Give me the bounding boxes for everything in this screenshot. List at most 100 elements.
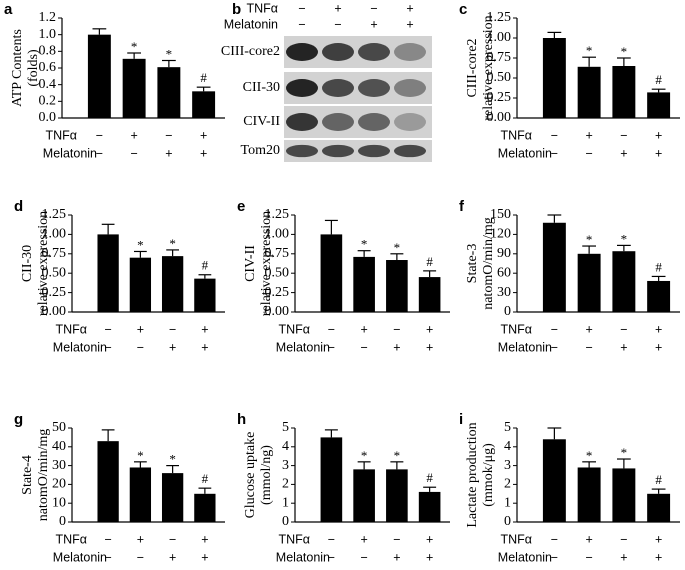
condition-mark: − bbox=[328, 550, 335, 564]
panel-label: h bbox=[237, 411, 246, 428]
bar bbox=[353, 256, 375, 312]
blot-band bbox=[286, 144, 318, 158]
bar bbox=[194, 493, 216, 522]
condition-name: Melatonin bbox=[498, 550, 552, 564]
panel-label: f bbox=[459, 198, 465, 215]
condition-mark: + bbox=[655, 532, 662, 546]
condition-mark: + bbox=[201, 340, 208, 354]
condition-mark: + bbox=[655, 340, 662, 354]
y-tick-label: 0.25 bbox=[487, 90, 512, 105]
y-tick-label: 1.00 bbox=[42, 227, 67, 242]
condition-mark: − bbox=[104, 532, 111, 546]
condition-name: Melatonin bbox=[498, 146, 552, 160]
y-tick-label: 0.2 bbox=[39, 94, 57, 109]
condition-mark: − bbox=[551, 340, 558, 354]
condition-mark: − bbox=[370, 1, 377, 15]
condition-mark: − bbox=[585, 550, 592, 564]
condition-name: TNFα bbox=[500, 128, 532, 142]
bar bbox=[97, 441, 119, 522]
condition-mark: + bbox=[620, 550, 627, 564]
significance-label: * bbox=[621, 231, 628, 246]
condition-mark: − bbox=[393, 322, 400, 336]
y-tick-label: 90 bbox=[497, 246, 511, 261]
panel-label: d bbox=[14, 198, 23, 215]
blot-band bbox=[358, 79, 390, 97]
condition-name: TNFα bbox=[278, 322, 310, 336]
significance-label: # bbox=[655, 259, 662, 274]
y-tick-label: 0.00 bbox=[487, 110, 512, 125]
y-axis-label: relative expression bbox=[259, 211, 274, 316]
y-tick-label: 0 bbox=[282, 514, 289, 529]
bar bbox=[353, 469, 375, 522]
condition-name: Melatonin bbox=[43, 146, 97, 160]
condition-mark: + bbox=[585, 322, 592, 336]
condition-mark: + bbox=[137, 322, 144, 336]
blot-band bbox=[394, 113, 426, 131]
blot-band bbox=[394, 43, 426, 61]
condition-mark: + bbox=[201, 532, 208, 546]
condition-mark: − bbox=[585, 146, 592, 160]
y-tick-label: 10 bbox=[52, 495, 66, 510]
condition-name: TNFα bbox=[55, 322, 87, 336]
condition-mark: − bbox=[620, 532, 627, 546]
y-tick-label: 0.75 bbox=[265, 246, 290, 261]
condition-mark: + bbox=[585, 128, 592, 142]
significance-label: # bbox=[426, 470, 433, 485]
y-tick-label: 3 bbox=[282, 458, 289, 473]
bar bbox=[194, 278, 216, 312]
y-axis-label: State-3 bbox=[465, 244, 480, 284]
condition-name: Melatonin bbox=[276, 550, 330, 564]
condition-mark: − bbox=[334, 17, 341, 31]
y-tick-label: 2 bbox=[504, 477, 511, 492]
bar bbox=[161, 256, 184, 312]
blot-band bbox=[322, 144, 354, 158]
y-axis-label: relative expression bbox=[481, 15, 496, 120]
bar bbox=[97, 234, 119, 312]
bar bbox=[320, 234, 343, 312]
bar bbox=[161, 473, 184, 522]
condition-mark: − bbox=[169, 322, 176, 336]
bar bbox=[418, 277, 441, 312]
condition-mark: − bbox=[551, 532, 558, 546]
condition-name: Melatonin bbox=[53, 340, 107, 354]
condition-mark: + bbox=[585, 532, 592, 546]
y-tick-label: 50 bbox=[52, 420, 66, 435]
y-tick-label: 0.50 bbox=[265, 265, 290, 280]
y-tick-label: 1 bbox=[282, 495, 289, 510]
y-axis-label: Lactate production bbox=[465, 422, 480, 527]
y-tick-label: 0.0 bbox=[39, 110, 57, 125]
condition-mark: + bbox=[137, 532, 144, 546]
bar bbox=[577, 467, 601, 522]
condition-mark: − bbox=[298, 17, 305, 31]
condition-mark: + bbox=[130, 128, 137, 142]
significance-label: # bbox=[200, 70, 207, 85]
condition-mark: + bbox=[406, 1, 413, 15]
condition-mark: + bbox=[620, 146, 627, 160]
significance-label: # bbox=[426, 254, 433, 269]
y-tick-label: 0.75 bbox=[42, 246, 67, 261]
significance-label: # bbox=[655, 72, 662, 87]
condition-mark: − bbox=[96, 128, 103, 142]
condition-name: TNFα bbox=[45, 128, 77, 142]
condition-name: Melatonin bbox=[224, 17, 278, 31]
y-tick-label: 1.25 bbox=[42, 207, 67, 222]
condition-mark: − bbox=[620, 128, 627, 142]
y-tick-label: 0 bbox=[504, 514, 511, 529]
y-tick-label: 4 bbox=[282, 439, 289, 454]
bar bbox=[192, 91, 216, 118]
significance-label: * bbox=[137, 237, 144, 252]
condition-name: Melatonin bbox=[53, 550, 107, 564]
significance-label: * bbox=[621, 44, 628, 59]
y-tick-label: 30 bbox=[52, 458, 66, 473]
y-tick-label: 120 bbox=[490, 227, 511, 242]
y-axis-label: State-4 bbox=[20, 455, 35, 495]
bar bbox=[577, 253, 601, 312]
y-tick-label: 0 bbox=[504, 304, 511, 319]
y-tick-label: 150 bbox=[490, 207, 511, 222]
y-tick-label: 4 bbox=[504, 439, 511, 454]
bar bbox=[542, 38, 566, 118]
y-axis-label: Glucose uptake bbox=[243, 432, 258, 519]
condition-name: TNFα bbox=[500, 322, 532, 336]
bar bbox=[647, 280, 671, 312]
